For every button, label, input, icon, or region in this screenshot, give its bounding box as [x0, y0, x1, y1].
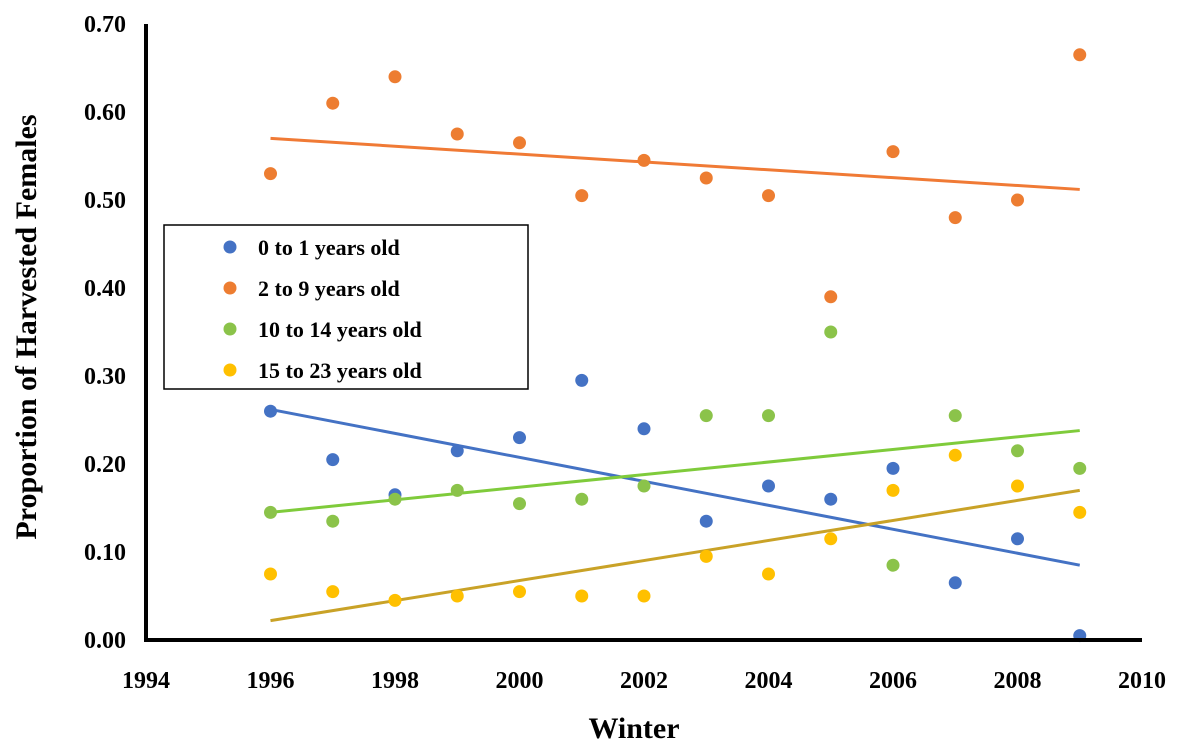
data-point-series-1: [948, 576, 962, 590]
data-point-series-3: [637, 479, 651, 493]
data-point-series-2: [513, 136, 526, 150]
legend: 0 to 1 years old 2 to 9 years old 10 to 14…: [163, 224, 529, 390]
data-point-series-2: [326, 96, 340, 110]
data-point-series-4: [264, 567, 277, 581]
data-point-series-1: [1011, 532, 1024, 546]
trendline-2: [270, 136, 1080, 191]
x-tick-label: 2000: [496, 668, 544, 694]
data-point-series-2: [886, 145, 900, 159]
data-point-series-3: [388, 492, 402, 506]
x-tick-label: 2008: [994, 668, 1042, 694]
data-point-series-2: [1011, 193, 1024, 207]
trendline-4: [270, 488, 1080, 623]
data-point-series-2: [388, 70, 402, 84]
data-point-series-3: [699, 409, 713, 423]
axes: 0.00 0.10 0.20 0.30 0.40 0.50 0.60 0.70 1994 1996…: [84, 12, 1166, 694]
data-point-series-4: [699, 549, 713, 563]
data-point-series-2: [948, 211, 962, 225]
data-point-series-4: [513, 585, 526, 599]
y-tick-label: 0.00: [84, 628, 126, 654]
x-tick-label: 2010: [1118, 668, 1166, 694]
data-point-series-4: [388, 593, 402, 607]
data-point-series-2: [637, 153, 651, 167]
legend-label: 10 to 14 years old: [258, 317, 422, 342]
data-point-series-1: [886, 461, 900, 475]
data-point-series-1: [326, 453, 340, 467]
data-point-series-2: [699, 171, 713, 185]
data-point-series-4: [637, 589, 651, 603]
data-point-series-3: [948, 409, 962, 423]
legend-label: 2 to 9 years old: [258, 276, 400, 301]
data-point-series-2: [824, 290, 838, 304]
data-point-series-1: [450, 444, 464, 458]
y-tick-label: 0.30: [84, 364, 126, 390]
data-point-series-4: [450, 589, 464, 603]
data-point-series-3: [450, 483, 464, 497]
legend-label: 15 to 23 years old: [258, 358, 422, 383]
trendline-1: [270, 407, 1081, 567]
data-point-series-3: [575, 492, 589, 506]
data-point-series-3: [886, 558, 900, 572]
data-point-series-3: [264, 505, 277, 519]
data-point-series-2: [575, 189, 589, 203]
y-tick-label: 0.10: [84, 540, 126, 566]
plot-area: [264, 48, 1087, 643]
data-point-series-4: [1011, 479, 1024, 493]
data-point-series-3: [762, 409, 775, 423]
data-point-series-4: [948, 448, 962, 462]
data-point-series-3: [513, 497, 526, 511]
data-point-series-1: [762, 479, 775, 493]
legend-marker: [223, 240, 237, 254]
data-point-series-2: [264, 167, 277, 181]
data-point-series-2: [762, 189, 775, 203]
data-point-series-3: [824, 325, 838, 339]
y-tick-label: 0.70: [84, 12, 126, 38]
legend-box: [163, 224, 529, 390]
legend-marker: [223, 322, 237, 336]
legend-label: 0 to 1 years old: [258, 235, 400, 260]
data-point-series-3: [1011, 444, 1024, 458]
x-tick-label: 2004: [745, 668, 793, 694]
data-point-series-4: [824, 532, 838, 546]
legend-marker: [223, 281, 237, 295]
data-point-series-4: [326, 585, 340, 599]
data-point-series-4: [575, 589, 589, 603]
y-tick-label: 0.50: [84, 188, 126, 214]
x-tick-label: 2002: [620, 668, 668, 694]
data-point-series-4: [1073, 505, 1087, 519]
y-axis-title: Proportion of Harvested Females: [10, 114, 43, 539]
data-point-series-3: [326, 514, 340, 528]
x-tick-label: 1994: [122, 668, 170, 694]
data-point-series-1: [264, 404, 277, 418]
legend-marker: [223, 363, 237, 377]
data-point-series-1: [575, 373, 589, 387]
y-tick-label: 0.40: [84, 276, 126, 302]
data-point-series-1: [513, 431, 526, 445]
data-point-series-2: [450, 127, 464, 141]
trendline-3: [270, 429, 1080, 514]
data-point-series-3: [1073, 461, 1087, 475]
data-point-series-4: [762, 567, 775, 581]
y-tick-label: 0.60: [84, 100, 126, 126]
data-point-series-1: [637, 422, 651, 436]
data-point-series-4: [886, 483, 900, 497]
x-tick-label: 1998: [371, 668, 419, 694]
data-point-series-1: [824, 492, 838, 506]
x-axis-title: Winter: [588, 712, 679, 743]
x-tick-label: 1996: [247, 668, 295, 694]
data-point-series-1: [699, 514, 713, 528]
x-tick-label: 2006: [869, 668, 917, 694]
data-point-series-2: [1073, 48, 1087, 62]
y-tick-label: 0.20: [84, 452, 126, 478]
